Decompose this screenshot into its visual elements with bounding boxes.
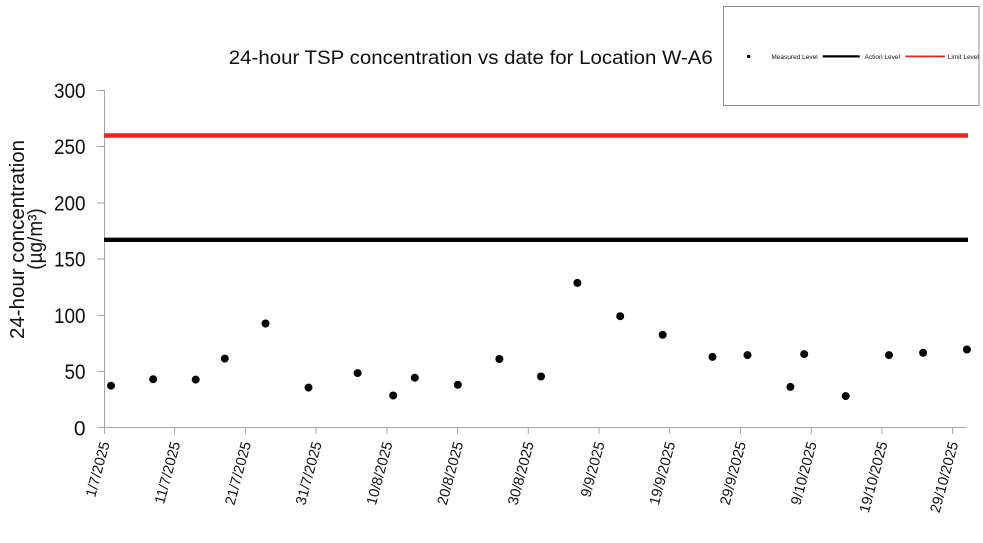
svg-text:300: 300 [54, 80, 86, 103]
svg-text:50: 50 [65, 361, 86, 384]
svg-text:200: 200 [54, 192, 86, 215]
svg-text:0: 0 [74, 417, 86, 440]
svg-text:Limit Level: Limit Level [948, 54, 980, 61]
svg-text:Measured Level: Measured Level [771, 54, 818, 61]
svg-text:Action Level: Action Level [865, 54, 901, 61]
svg-text:150: 150 [54, 249, 86, 272]
svg-text:24-hour concentration: 24-hour concentration [7, 140, 29, 339]
svg-text:24-hour TSP concentration vs d: 24-hour TSP concentration vs date for Lo… [229, 47, 713, 69]
svg-text:100: 100 [54, 305, 86, 328]
svg-text:(µg/m³): (µg/m³) [25, 208, 47, 270]
svg-text:250: 250 [54, 136, 86, 159]
